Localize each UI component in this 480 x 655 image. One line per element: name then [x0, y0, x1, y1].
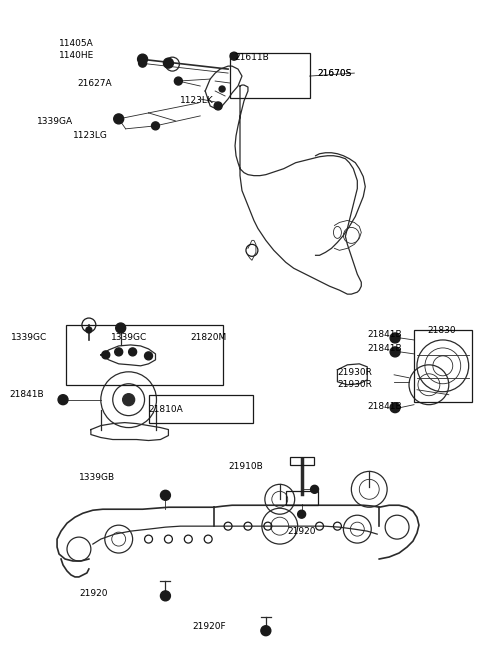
- Bar: [66, 325, 223, 384]
- Text: 21920: 21920: [288, 527, 316, 536]
- Text: 21841B: 21841B: [9, 390, 44, 399]
- Text: 21930R: 21930R: [337, 368, 372, 377]
- Text: 21841B: 21841B: [367, 402, 402, 411]
- Text: 21930R: 21930R: [337, 380, 372, 389]
- Circle shape: [129, 348, 137, 356]
- Text: 11405A: 11405A: [59, 39, 94, 48]
- Circle shape: [115, 348, 123, 356]
- Text: 1140HE: 1140HE: [59, 51, 94, 60]
- Text: 21670S: 21670S: [318, 69, 352, 78]
- Bar: [414, 330, 472, 402]
- Text: 1339GC: 1339GC: [12, 333, 48, 342]
- Circle shape: [174, 77, 182, 85]
- Text: 21920: 21920: [79, 589, 108, 598]
- Circle shape: [86, 327, 92, 333]
- Bar: [148, 395, 253, 422]
- Circle shape: [123, 394, 134, 405]
- Text: 21830: 21830: [427, 326, 456, 335]
- Text: 21810A: 21810A: [148, 405, 183, 414]
- Circle shape: [219, 86, 225, 92]
- Circle shape: [58, 395, 68, 405]
- Circle shape: [102, 351, 110, 359]
- Circle shape: [139, 59, 146, 67]
- Circle shape: [116, 323, 126, 333]
- Circle shape: [114, 114, 124, 124]
- Text: 21670S: 21670S: [318, 69, 352, 78]
- Bar: [286, 491, 318, 505]
- Circle shape: [138, 54, 147, 64]
- Circle shape: [160, 591, 170, 601]
- Text: 1339GB: 1339GB: [79, 474, 115, 482]
- Text: 1339GC: 1339GC: [111, 333, 147, 342]
- Circle shape: [390, 333, 400, 343]
- Circle shape: [390, 347, 400, 357]
- Bar: [230, 53, 310, 98]
- Circle shape: [152, 122, 159, 130]
- Text: 21627A: 21627A: [77, 79, 111, 88]
- Circle shape: [160, 491, 170, 500]
- Text: 21611B: 21611B: [234, 53, 269, 62]
- Circle shape: [144, 352, 153, 360]
- Circle shape: [390, 403, 400, 413]
- Circle shape: [214, 102, 222, 110]
- Circle shape: [230, 52, 238, 60]
- Circle shape: [311, 485, 319, 493]
- Text: 1123LK: 1123LK: [180, 96, 214, 105]
- Circle shape: [298, 510, 306, 518]
- Bar: [290, 457, 313, 466]
- Text: 21820M: 21820M: [190, 333, 227, 342]
- Text: 21841B: 21841B: [367, 330, 402, 339]
- Circle shape: [261, 626, 271, 636]
- Text: 21920F: 21920F: [192, 622, 226, 631]
- Circle shape: [164, 58, 173, 68]
- Text: 1339GA: 1339GA: [37, 117, 73, 126]
- Text: 21841B: 21841B: [367, 344, 402, 353]
- Text: 1123LG: 1123LG: [73, 131, 108, 140]
- Text: 21910B: 21910B: [228, 462, 263, 472]
